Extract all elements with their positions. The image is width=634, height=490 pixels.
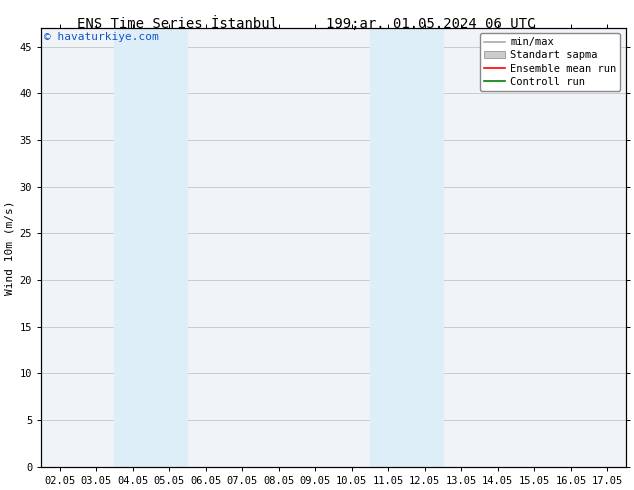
Text: ENS Time Series İstanbul: ENS Time Series İstanbul: [77, 17, 278, 31]
Text: 199;ar. 01.05.2024 06 UTC: 199;ar. 01.05.2024 06 UTC: [327, 17, 536, 31]
Legend: min/max, Standart sapma, Ensemble mean run, Controll run: min/max, Standart sapma, Ensemble mean r…: [480, 33, 621, 91]
Bar: [370, 28, 443, 467]
Text: © havaturkiye.com: © havaturkiye.com: [44, 32, 159, 42]
Bar: [114, 28, 188, 467]
Y-axis label: Wind 10m (m/s): Wind 10m (m/s): [4, 200, 14, 294]
